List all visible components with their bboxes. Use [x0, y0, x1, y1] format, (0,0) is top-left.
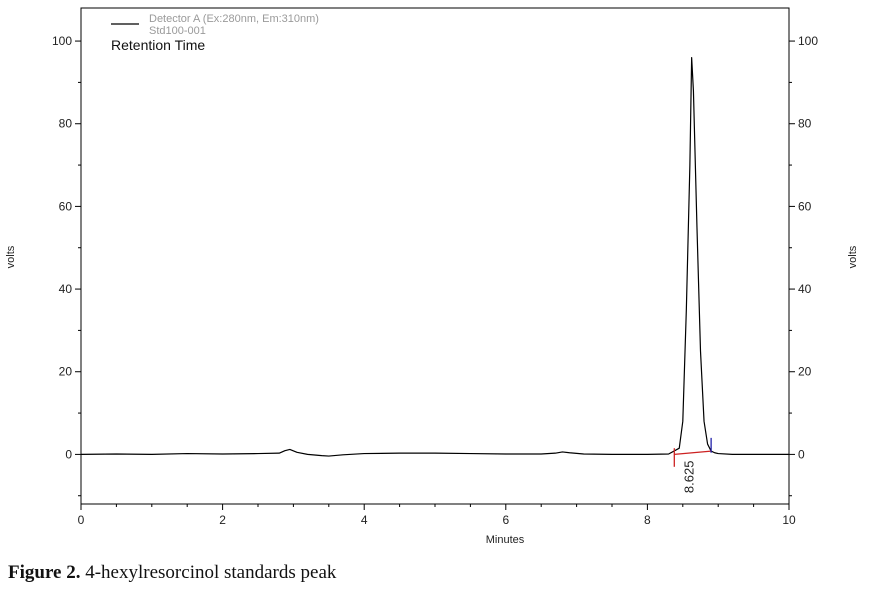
legend-series-name: Detector A (Ex:280nm, Em:310nm): [149, 13, 319, 25]
y-tick-label-right: 80: [798, 117, 812, 131]
legend-series-file: Std100-001: [149, 25, 206, 37]
y-tick-label-left: 40: [59, 282, 73, 296]
legend-annotation-title: Retention Time: [111, 37, 205, 53]
figure-caption: Figure 2. 4-hexylresorcinol standards pe…: [8, 562, 336, 584]
x-tick-label: 4: [361, 513, 368, 527]
x-tick-label: 0: [78, 513, 85, 527]
y-tick-label-right: 60: [798, 199, 812, 213]
y-tick-label-left: 20: [59, 365, 73, 379]
x-tick-label: 8: [644, 513, 651, 527]
y-tick-label-right: 40: [798, 282, 812, 296]
y-tick-label-left: 0: [65, 447, 72, 461]
x-tick-label: 10: [782, 513, 796, 527]
y-tick-label-left: 100: [52, 34, 72, 48]
plot-frame: [80, 7, 790, 505]
x-axis-label: Minutes: [486, 534, 525, 546]
y-tick-label-right: 0: [798, 447, 805, 461]
figure-number: Figure 2.: [8, 562, 81, 583]
trace-group: [80, 57, 789, 457]
x-tick-label: 2: [219, 513, 226, 527]
figure-caption-text: 4-hexylresorcinol standards peak: [80, 562, 337, 583]
chromatogram-trace: [80, 57, 789, 457]
peak-baseline: [674, 450, 712, 456]
peak-retention-label: 8.625: [682, 461, 697, 494]
x-tick-label: 6: [502, 513, 509, 527]
y-tick-label-right: 20: [798, 365, 812, 379]
peak-markers-group: [673, 437, 712, 467]
y-tick-label-left: 60: [59, 199, 73, 213]
y-axis-label-left: volts: [5, 245, 17, 268]
y-tick-label-left: 80: [59, 117, 73, 131]
plot-frame-group: [80, 7, 790, 505]
y-axis-label-right: volts: [847, 245, 859, 268]
y-tick-label-right: 100: [798, 34, 818, 48]
